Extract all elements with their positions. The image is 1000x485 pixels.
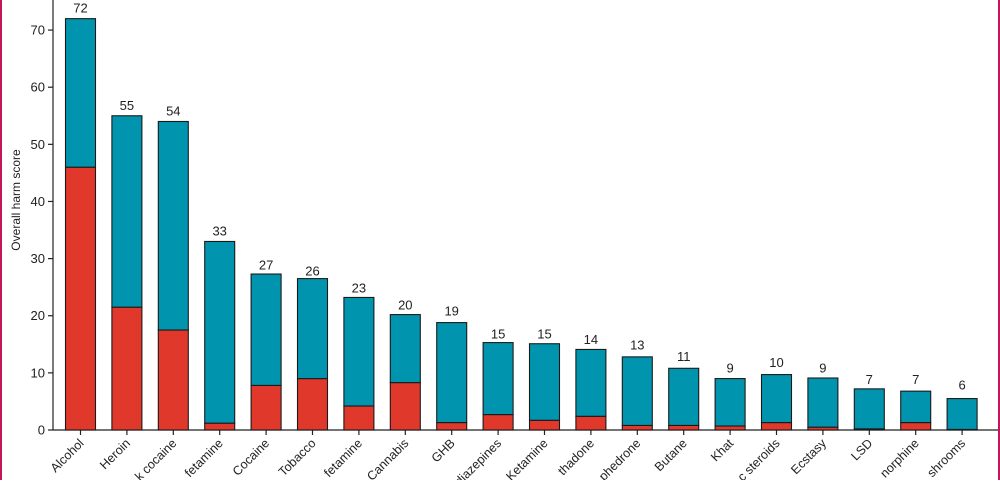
bar-total-label: 13 bbox=[630, 338, 644, 353]
bar-segment bbox=[621, 356, 653, 426]
bar-segment bbox=[482, 342, 514, 416]
x-tick-label: c steroids bbox=[735, 436, 783, 480]
x-tick-label: Alcohol bbox=[48, 436, 87, 475]
bar-total-label: 27 bbox=[259, 258, 273, 273]
x-tick-label: LSD bbox=[848, 436, 875, 463]
bar-segment bbox=[296, 378, 329, 431]
bar-segment bbox=[807, 377, 839, 428]
x-tick-label: Cocaine bbox=[230, 436, 272, 478]
y-tick-label: 30 bbox=[31, 251, 45, 266]
y-tick-label: 50 bbox=[31, 137, 45, 152]
y-tick-label: 40 bbox=[31, 194, 45, 209]
y-tick-label: 0 bbox=[38, 423, 45, 438]
bar-segment bbox=[668, 367, 700, 426]
bar-segment bbox=[853, 388, 885, 430]
bar-segment bbox=[528, 419, 561, 431]
bar-segment bbox=[343, 296, 375, 407]
bars bbox=[64, 18, 978, 431]
bar-total-label: 10 bbox=[769, 355, 783, 370]
bar-segment bbox=[204, 422, 236, 431]
x-tick-label: Heroin bbox=[97, 436, 133, 472]
bar-total-label: 20 bbox=[398, 298, 412, 313]
bar-total-label: 7 bbox=[912, 372, 919, 387]
bar-total-label: 23 bbox=[352, 281, 366, 296]
bar-segment bbox=[668, 424, 700, 431]
bar-total-label: 9 bbox=[726, 361, 733, 376]
bar-segment bbox=[946, 398, 978, 430]
bar-segment bbox=[760, 374, 793, 424]
x-tick-label: diazepines bbox=[452, 436, 504, 480]
bar-total-label: 15 bbox=[537, 326, 551, 341]
bar-total-label: 26 bbox=[305, 263, 319, 278]
x-tick-label: shrooms bbox=[924, 436, 968, 480]
bar-segment bbox=[343, 405, 375, 431]
x-tick-label: phedrone bbox=[596, 436, 643, 480]
bar-segment bbox=[482, 414, 514, 431]
bar-segment bbox=[157, 329, 189, 431]
x-tick-label: Ketamine bbox=[503, 436, 550, 480]
bar-segment bbox=[111, 115, 143, 308]
x-tick-label: k cocaine bbox=[132, 436, 179, 480]
y-tick-label: 70 bbox=[31, 23, 45, 38]
bar-segment bbox=[296, 278, 329, 380]
bar-segment bbox=[64, 166, 97, 431]
bar-segment bbox=[250, 384, 282, 431]
bar-segment bbox=[528, 343, 561, 421]
bar-segment bbox=[436, 322, 468, 424]
x-tick-label: fetamine bbox=[321, 436, 365, 480]
x-tick-label: Ecstasy bbox=[788, 436, 829, 477]
bar-total-label: 11 bbox=[677, 349, 691, 364]
x-tick-label: thadone bbox=[555, 436, 597, 478]
bar-total-label: 33 bbox=[212, 223, 226, 238]
bar-total-label: 55 bbox=[120, 98, 134, 113]
bar-segment bbox=[389, 382, 421, 431]
x-tick-label: fetamine bbox=[182, 436, 226, 480]
bar-segment bbox=[436, 422, 468, 431]
x-tick-label: Butane bbox=[652, 436, 690, 474]
bar-total-label: 6 bbox=[958, 378, 965, 393]
bar-total-label: 7 bbox=[866, 372, 873, 387]
y-tick-label: 60 bbox=[31, 80, 45, 95]
x-tick-label: norphine bbox=[878, 436, 922, 480]
bar-segment bbox=[204, 240, 236, 424]
bar-segment bbox=[157, 120, 189, 331]
bar-segment bbox=[900, 390, 932, 424]
bar-segment bbox=[760, 422, 793, 431]
y-tick-label: 20 bbox=[31, 308, 45, 323]
bar-total-label: 14 bbox=[584, 332, 598, 347]
bar-segment bbox=[111, 306, 143, 431]
x-tick-label: Khat bbox=[708, 436, 736, 464]
bar-segment bbox=[621, 424, 653, 431]
bar-total-label: 9 bbox=[819, 361, 826, 376]
bar-segment bbox=[250, 273, 282, 386]
bar-segment bbox=[714, 378, 746, 427]
bar-segment bbox=[64, 18, 97, 168]
bar-total-label: 54 bbox=[166, 103, 180, 118]
bar-segment bbox=[575, 415, 607, 431]
bar-total-label: 19 bbox=[444, 303, 458, 318]
bar-total-label: 72 bbox=[73, 1, 87, 16]
bar-segment bbox=[714, 425, 746, 431]
bar-segment bbox=[389, 314, 421, 384]
x-tick-label: GHB bbox=[429, 436, 458, 465]
bar-total-label: 15 bbox=[491, 326, 505, 341]
bar-segment bbox=[900, 422, 932, 431]
x-tick-label: Tobacco bbox=[276, 436, 319, 479]
bar-segment bbox=[575, 348, 607, 417]
x-tick-label: Cannabis bbox=[364, 436, 411, 480]
y-tick-label: 10 bbox=[31, 365, 45, 380]
y-axis-label: Overall harm score bbox=[9, 149, 23, 251]
